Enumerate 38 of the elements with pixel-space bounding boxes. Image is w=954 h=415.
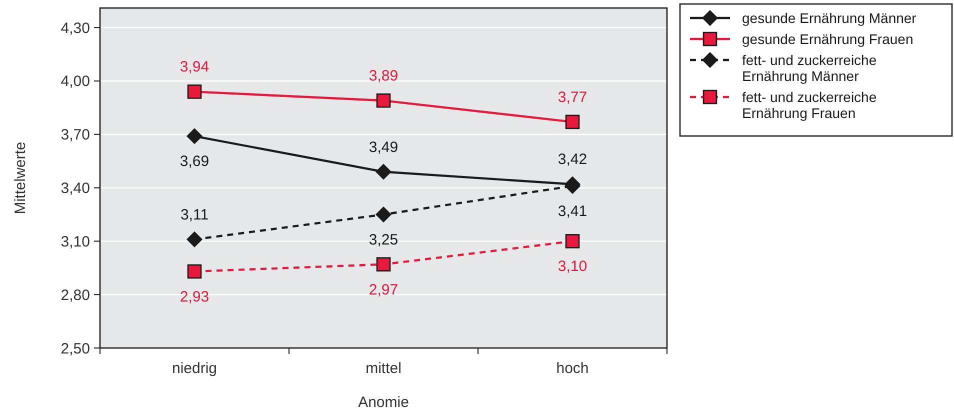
x-tick-label: mittel: [366, 360, 402, 377]
point: [186, 128, 202, 144]
data-label: 3,49: [368, 138, 398, 156]
data-label: 3,77: [558, 88, 588, 106]
y-axis-title: Mittelwerte: [12, 142, 29, 214]
point: [376, 164, 392, 180]
y-tick-label: 2,80: [60, 286, 90, 304]
data-label: 3,89: [368, 68, 398, 85]
point: [376, 93, 391, 108]
x-tick-label: niedrig: [172, 360, 218, 377]
point: [376, 206, 392, 222]
data-label: 3,10: [558, 258, 588, 276]
point: [376, 257, 391, 272]
point: [565, 114, 580, 130]
y-tick-label: 3,40: [60, 180, 90, 198]
legend-label: fett- und zuckerreiche Ernährung Frauen: [742, 88, 877, 121]
data-label: 3,69: [180, 153, 210, 170]
point: [187, 264, 202, 279]
y-tick-label: 4,30: [60, 20, 90, 37]
point: [187, 84, 202, 99]
data-label: 3,11: [180, 206, 209, 224]
data-label: 2,93: [180, 288, 210, 306]
y-tick-label: 2,50: [60, 340, 90, 358]
data-label: 2,97: [368, 281, 398, 298]
data-label: 3,25: [368, 231, 398, 248]
legend-label: fett- und zuckerreiche Ernährung Männer: [742, 52, 877, 84]
y-tick-label: 3,70: [60, 126, 90, 144]
data-label: 3,42: [558, 151, 588, 168]
legend-label: gesunde Ernährung Frauen: [742, 30, 914, 47]
data-label: 3,41: [558, 203, 588, 220]
data-label: 3,94: [180, 58, 210, 76]
legend-label: gesunde Ernährung Männer: [742, 10, 917, 26]
point: [186, 231, 202, 248]
y-tick-label: 3,10: [60, 233, 90, 250]
x-axis-title: Anomie: [358, 394, 409, 411]
x-tick-label: hoch: [556, 360, 589, 377]
y-tick-label: 4,00: [60, 73, 90, 90]
point: [565, 234, 580, 248]
